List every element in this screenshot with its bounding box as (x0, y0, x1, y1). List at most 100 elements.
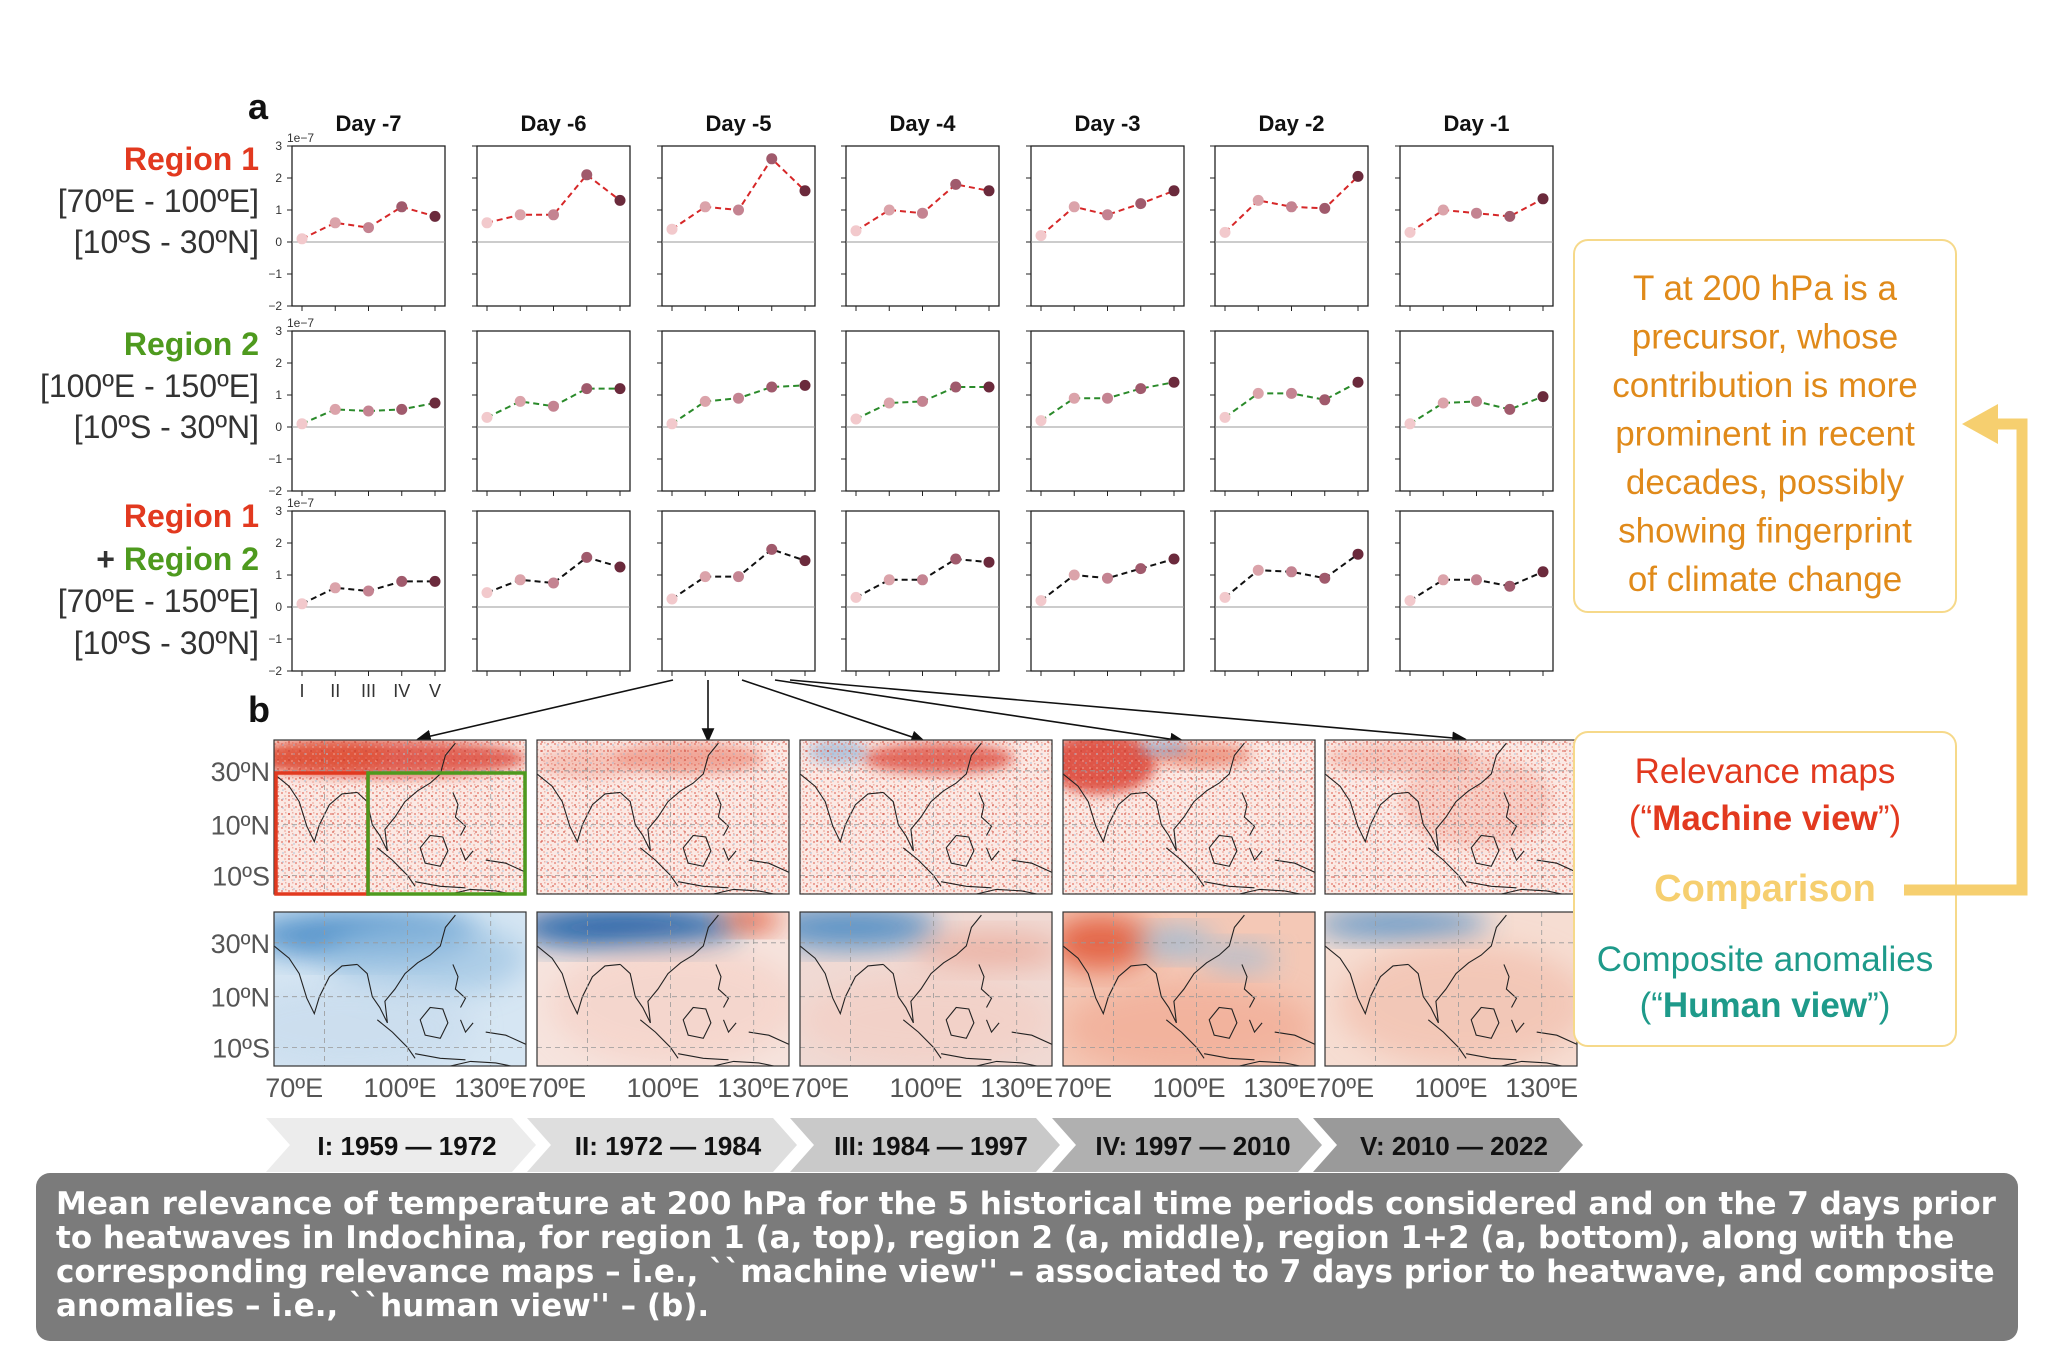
map-frame (799, 739, 1053, 895)
day-header: Day -4 (889, 111, 956, 136)
data-point (1219, 411, 1231, 423)
coastline (1503, 964, 1518, 1008)
row-label-line: [10ºS - 30ºN] (74, 224, 259, 260)
row-label-line: Region 1 (124, 498, 259, 534)
map-frame (1062, 911, 1316, 1067)
coastline (459, 1019, 474, 1034)
period-label: IV: 1997 — 2010 (1095, 1131, 1290, 1161)
period-label: V: 2010 — 2022 (1360, 1131, 1548, 1161)
data-point (396, 575, 408, 587)
coastline (715, 964, 730, 1008)
data-point (481, 587, 493, 599)
data-point (1168, 553, 1180, 565)
anomaly-blob (549, 942, 789, 1066)
coastline (713, 888, 775, 894)
data-point (1319, 202, 1331, 214)
coastline (1248, 1019, 1263, 1034)
anomaly-blob (720, 912, 782, 933)
series-line (486, 173, 621, 224)
period-chevron (790, 1118, 1060, 1172)
data-point (1035, 415, 1047, 427)
anomaly-blob (1337, 942, 1577, 1066)
period-timeline: I: 1959 — 1972 II: 1972 — 1984 III: 1984 —… (266, 1118, 1583, 1172)
coastline (1208, 834, 1238, 867)
coastline (1208, 1006, 1238, 1039)
lat-label: 10ºN (211, 811, 270, 841)
panel-frame (661, 330, 816, 492)
data-point (1068, 201, 1080, 213)
coastline (902, 847, 942, 887)
y-tick-label: 2 (275, 536, 282, 550)
coastline (978, 964, 993, 1008)
anomaly-map (799, 911, 1053, 1067)
figure-caption: Mean relevance of temperature at 200 hPa… (36, 1173, 2018, 1341)
period-label: III: 1984 — 1997 (834, 1131, 1028, 1161)
x-tick-label: IV (393, 681, 410, 701)
coastline (800, 773, 884, 844)
y-tick-label: 1 (275, 568, 282, 582)
coastline (415, 881, 466, 889)
coastline (1427, 1019, 1467, 1059)
row-label-line: [70ºE - 150ºE] (58, 583, 259, 619)
row-label-line: [10ºS - 30ºN] (74, 409, 259, 445)
coastline (1466, 1053, 1517, 1061)
lon-label: 130ºE (454, 1073, 527, 1103)
y-tick-label: 0 (275, 420, 282, 434)
data-point (1252, 564, 1264, 576)
data-point (396, 403, 408, 415)
data-point (396, 201, 408, 213)
period-chevron (1313, 1118, 1583, 1172)
data-point (1168, 376, 1180, 388)
coastline (1248, 847, 1263, 862)
data-point (666, 593, 678, 605)
coastline (978, 792, 993, 836)
y-tick-label: 0 (275, 235, 282, 249)
coastline (537, 773, 621, 844)
conclusion-line: decades, possibly (1626, 463, 1905, 502)
composite-anomalies-label: Composite anomalies (1597, 940, 1934, 979)
coastline (1407, 914, 1507, 1024)
connector-arrow (416, 679, 674, 743)
x-tick-label: V (429, 681, 441, 701)
lon-label: 100ºE (627, 1073, 700, 1103)
data-point (1404, 226, 1416, 238)
map-frame (536, 739, 790, 895)
coastline (376, 847, 416, 887)
data-point (1068, 392, 1080, 404)
y-tick-label: 3 (275, 324, 282, 338)
coastline (1204, 881, 1255, 889)
data-point (1471, 395, 1482, 407)
data-point (296, 418, 308, 430)
coastline (1325, 945, 1409, 1016)
feedback-arrow (1904, 418, 2028, 896)
data-point (1319, 572, 1331, 584)
y-tick-label: 2 (275, 356, 282, 370)
coastline (713, 1060, 775, 1066)
row-label-line: [100ºE - 150ºE] (40, 368, 259, 404)
panel-frame (1399, 510, 1554, 672)
coastline (419, 1006, 449, 1039)
data-point (548, 400, 559, 412)
coastline (1241, 964, 1256, 1008)
connector-arrows (416, 679, 1467, 746)
data-point (799, 379, 811, 391)
data-point (950, 553, 962, 565)
panel-frame (1030, 330, 1185, 492)
line-panel: 3 2 1 0 −1 −2 1e−7 (268, 131, 446, 313)
map-frame (1062, 739, 1316, 895)
line-panel (472, 510, 631, 676)
line-panel: 3 2 1 0 −1 −2 1e−7 (268, 496, 446, 678)
data-point (1102, 392, 1113, 404)
relevance-speckle (1325, 740, 1577, 894)
data-point (363, 585, 374, 597)
anomaly-map (273, 911, 527, 1067)
data-point (1437, 397, 1449, 409)
coastline (976, 1060, 1038, 1066)
anomaly-blob (913, 932, 1052, 969)
data-point (1135, 383, 1147, 395)
relevance-speckle (800, 740, 1052, 894)
coastline (1063, 773, 1147, 844)
data-point (883, 397, 895, 409)
row-label-line: + Region 2 (96, 541, 259, 577)
coastline (715, 792, 730, 836)
